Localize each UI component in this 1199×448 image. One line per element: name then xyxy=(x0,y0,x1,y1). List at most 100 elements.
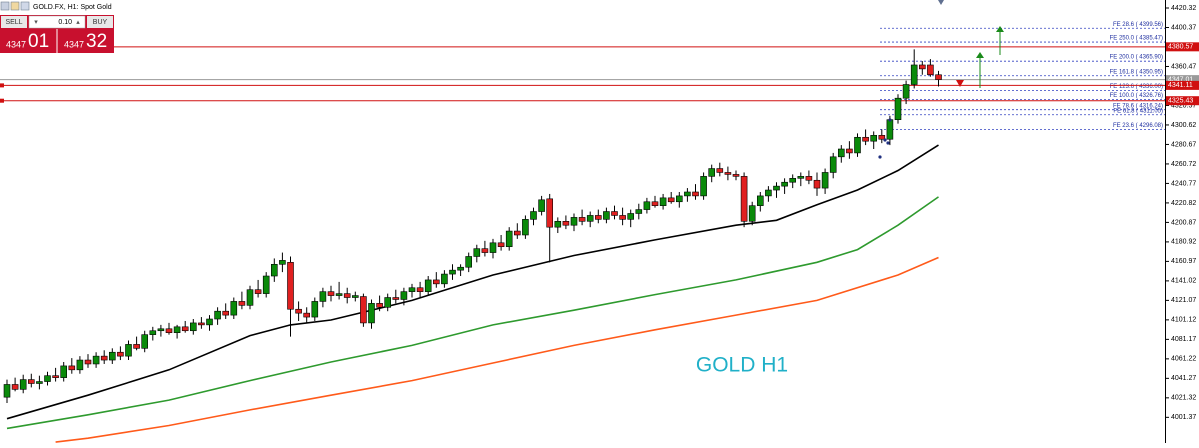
fe-level-label: FE 61.8 ( 4311.05) xyxy=(1113,108,1163,114)
price-label: 4341.11 xyxy=(1168,82,1193,89)
candle-body xyxy=(724,172,732,175)
lot-size[interactable]: 0.10 xyxy=(58,19,72,26)
candle-body xyxy=(675,195,683,203)
y-tick-label: 4300.62 xyxy=(1171,122,1196,129)
candle-body xyxy=(651,201,659,206)
candle-body xyxy=(813,179,821,189)
chart-title: GOLD.FX, H1: Spot Gold xyxy=(33,4,112,11)
candle-body xyxy=(635,209,643,214)
candle-body xyxy=(643,201,651,210)
candle-body xyxy=(513,230,521,236)
annotation: GOLD H1 xyxy=(696,354,788,377)
y-tick-label: 4200.87 xyxy=(1171,219,1196,226)
candle-body xyxy=(716,168,724,173)
candle-body xyxy=(522,219,529,236)
sell-label[interactable]: SELL xyxy=(5,19,22,26)
candle-body xyxy=(789,178,797,183)
candle-body xyxy=(732,174,740,177)
candle-body xyxy=(748,205,756,222)
y-tick-label: 4081.17 xyxy=(1171,336,1196,343)
candle-body xyxy=(756,195,764,206)
buy-button[interactable] xyxy=(87,16,113,28)
price-label-box xyxy=(1166,80,1199,90)
y-tick-label: 4001.37 xyxy=(1171,414,1196,421)
up-arrow-head xyxy=(976,52,984,58)
candle-body xyxy=(562,221,570,226)
candle-body xyxy=(578,217,586,222)
fe-level-label: FE 28.6 ( 4399.56) xyxy=(1113,22,1163,28)
shift-marker xyxy=(938,0,944,5)
buy-price-big[interactable]: 32 xyxy=(86,31,107,52)
candle-body xyxy=(52,375,59,378)
candle-body xyxy=(125,344,132,357)
line-handle xyxy=(0,98,4,103)
price-label: 4380.57 xyxy=(1168,44,1193,51)
candle-body xyxy=(740,176,748,222)
candle-body xyxy=(327,291,335,296)
lot-decrease[interactable]: ▾ xyxy=(34,19,38,26)
candle-body xyxy=(238,301,246,306)
candle-body xyxy=(246,289,254,306)
candle-body xyxy=(343,293,351,298)
fe-level-label: FE 23.6 ( 4296.08) xyxy=(1113,123,1163,129)
candle-body xyxy=(927,64,934,76)
candle-body xyxy=(173,326,181,333)
y-tick-label: 4240.77 xyxy=(1171,180,1196,187)
candle-body xyxy=(351,295,359,298)
candle-body xyxy=(441,273,448,285)
y-tick-label: 4061.22 xyxy=(1171,356,1196,363)
fe-level-label: FE 161.8 ( 4350.95) xyxy=(1110,69,1163,75)
candle-body xyxy=(878,135,886,140)
icon[interactable] xyxy=(0,1,10,11)
candle-body xyxy=(149,330,157,335)
down-arrow xyxy=(956,80,964,87)
candle-body xyxy=(530,211,537,220)
lot-input[interactable] xyxy=(28,15,86,29)
candle-body xyxy=(805,176,813,181)
line-handle xyxy=(0,83,4,88)
candle-body xyxy=(546,198,554,228)
buy-label[interactable]: BUY xyxy=(93,19,108,26)
y-tick-label: 4141.02 xyxy=(1171,278,1196,285)
candle-body xyxy=(416,287,424,292)
candle-body xyxy=(100,355,108,361)
candle-body xyxy=(44,375,51,382)
sell-price-big[interactable]: 01 xyxy=(28,31,49,52)
candle-body xyxy=(505,230,513,248)
candle-body xyxy=(554,221,562,228)
candle-body xyxy=(3,384,11,398)
marker-dot xyxy=(886,141,890,145)
lot-increase[interactable]: ▴ xyxy=(76,19,80,26)
candle-body xyxy=(287,262,294,310)
candle-body xyxy=(368,303,375,324)
icon[interactable] xyxy=(20,1,30,11)
candle-body xyxy=(141,334,148,349)
icon[interactable] xyxy=(10,1,20,11)
candle-body xyxy=(117,351,124,357)
sell-price-small[interactable]: 4347 xyxy=(6,39,26,49)
candle-body xyxy=(870,135,878,142)
y-tick-label: 4280.67 xyxy=(1171,141,1196,148)
candle-body xyxy=(489,242,497,253)
candle-body xyxy=(619,215,626,220)
y-tick-label: 4101.12 xyxy=(1171,317,1196,324)
candle-body xyxy=(11,384,19,390)
candle-body xyxy=(133,344,140,349)
sell-button[interactable] xyxy=(1,16,27,28)
candle-body xyxy=(303,312,311,318)
candle-body xyxy=(254,289,262,294)
up-arrow-head xyxy=(996,26,1004,32)
y-tick-label: 4021.32 xyxy=(1171,395,1196,402)
marker-dot xyxy=(888,118,892,122)
candle-body xyxy=(319,291,327,302)
fe-level-label: FE 123.6 ( 4336.00) xyxy=(1110,84,1163,90)
candle-body xyxy=(659,197,667,206)
candle-body xyxy=(918,64,926,70)
buy-price-small[interactable]: 4347 xyxy=(64,39,84,49)
candle-body xyxy=(902,84,910,99)
price-label: 4325.43 xyxy=(1168,98,1193,105)
y-tick-label: 4121.07 xyxy=(1171,297,1196,304)
candle-body xyxy=(765,189,772,197)
